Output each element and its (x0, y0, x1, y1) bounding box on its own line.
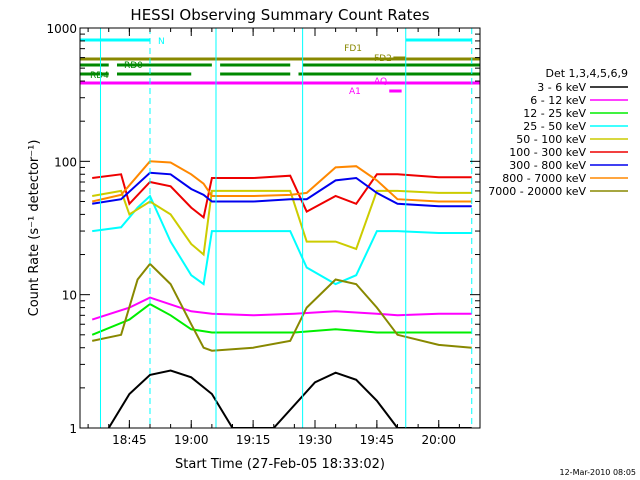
legend-label-7: 300 - 800 keV (509, 159, 586, 172)
series-line-9 (91, 262, 472, 352)
flag-layer: N FD1 FD2 RD0 RD4 AQ A1 (80, 28, 480, 428)
y-tick-label-4: 1000 (46, 22, 77, 36)
legend-label-8: 800 - 7000 keV (502, 172, 586, 185)
y-tick-label-1: 1 (69, 422, 77, 436)
x-tick-label-5: 19:45 (360, 433, 395, 447)
series-line-8 (91, 160, 472, 203)
y-axis: 1 10 100 1000 (46, 22, 480, 436)
series-layer (91, 160, 472, 428)
x-axis-label: Start Time (27-Feb-05 18:33:02) (175, 457, 385, 472)
legend-label-9: 7000 - 20000 keV (488, 185, 586, 198)
series-line-7 (92, 171, 472, 208)
y-axis-label: Count Rate (s⁻¹ detector⁻¹) (27, 140, 42, 317)
x-tick-label-2: 19:00 (174, 433, 209, 447)
x-tick-label-3: 19:15 (236, 433, 271, 447)
footer-date: 12-Mar-2010 08:05 (560, 468, 637, 477)
flag-label-a1: A1 (349, 87, 361, 97)
flag-label-n: N (158, 37, 165, 47)
legend-label-4: 25 - 50 keV (523, 120, 586, 133)
chart-title: HESSI Observing Summary Count Rates (130, 6, 429, 24)
y-tick-label-2: 10 (62, 289, 77, 303)
y-tick-label-3: 100 (54, 155, 77, 169)
plot-frame (79, 27, 481, 429)
flag-label-fd2: FD2 (374, 54, 392, 64)
x-axis: 18:45 19:00 19:15 19:30 19:45 20:00 (87, 28, 460, 447)
legend-label-3: 12 - 25 keV (523, 107, 586, 120)
flag-label-rd0: RD0 (124, 61, 143, 71)
legend-label-2: 6 - 12 keV (530, 94, 586, 107)
x-tick-label-6: 20:00 (421, 433, 456, 447)
flag-label-aq: AQ (374, 77, 387, 87)
series-line-3 (91, 302, 472, 336)
x-tick-label-4: 19:30 (298, 433, 333, 447)
legend-label-6: 100 - 300 keV (509, 146, 586, 159)
series-line-4 (92, 194, 472, 286)
legend-label-5: 50 - 100 keV (516, 133, 586, 146)
flag-label-fd1: FD1 (344, 44, 362, 54)
legend-label-1: 3 - 6 keV (537, 81, 586, 94)
x-tick-label-1: 18:45 (112, 433, 147, 447)
series-line-6 (92, 173, 472, 220)
series-line-2 (91, 296, 472, 321)
flag-label-rd4: RD4 (90, 71, 109, 81)
series-line-1 (107, 369, 472, 428)
series-line-5 (92, 189, 472, 257)
legend-title: Det 1,3,4,5,6,9 (545, 67, 628, 80)
